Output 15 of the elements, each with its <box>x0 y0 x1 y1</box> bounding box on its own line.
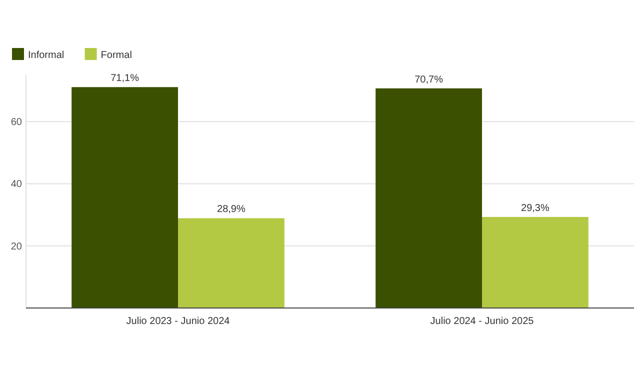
x-tick-label: Julio 2023 - Junio 2024 <box>126 316 230 327</box>
legend-label: Formal <box>100 50 132 61</box>
bar <box>178 218 284 308</box>
bar <box>376 88 482 308</box>
data-label: 28,9% <box>217 204 246 216</box>
y-tick-label: 60 <box>10 117 22 128</box>
bar <box>72 87 178 308</box>
legend-label: Informal <box>28 50 64 61</box>
x-tick-label: Julio 2024 - Junio 2025 <box>430 316 534 327</box>
data-label: 29,3% <box>521 202 550 214</box>
y-tick-label: 20 <box>10 241 22 252</box>
data-label: 70,7% <box>414 74 444 86</box>
data-label: 71,1% <box>110 73 140 84</box>
bar <box>482 216 588 308</box>
y-tick-label: 40 <box>10 179 22 190</box>
